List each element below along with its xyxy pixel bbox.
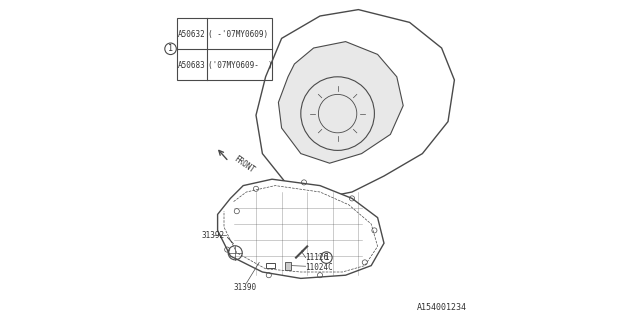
Bar	[177, 18, 272, 80]
PathPatch shape	[278, 42, 403, 163]
Text: 1: 1	[168, 44, 173, 53]
Bar	[285, 262, 291, 270]
Text: 11126: 11126	[306, 253, 329, 262]
Text: 1: 1	[324, 253, 329, 262]
Text: A50632: A50632	[178, 30, 205, 39]
Text: A50683: A50683	[178, 61, 205, 70]
Bar	[266, 263, 275, 268]
Text: 31392: 31392	[202, 231, 225, 240]
Text: A154001234: A154001234	[417, 303, 467, 312]
Text: 31390: 31390	[233, 284, 257, 292]
PathPatch shape	[218, 179, 384, 278]
Text: 11024C: 11024C	[306, 263, 333, 272]
Text: ('07MY0609-  ): ('07MY0609- )	[209, 61, 273, 70]
PathPatch shape	[256, 10, 454, 198]
Text: ( -'07MY0609): ( -'07MY0609)	[209, 30, 268, 39]
Text: FRONT: FRONT	[232, 154, 256, 174]
